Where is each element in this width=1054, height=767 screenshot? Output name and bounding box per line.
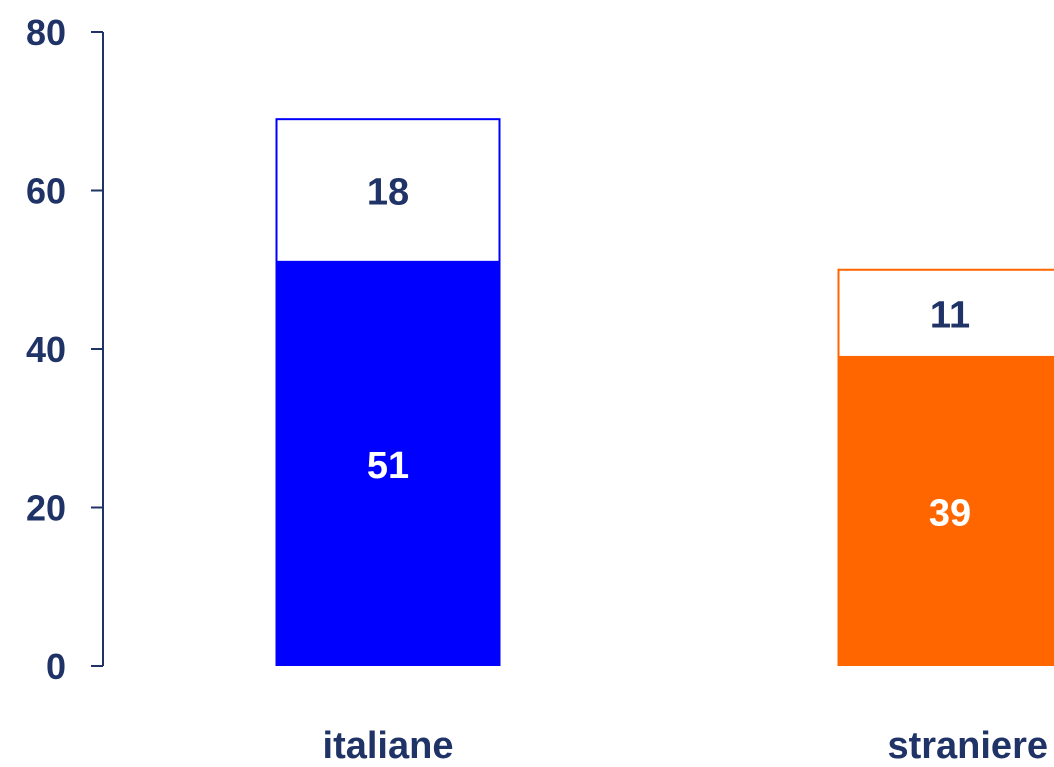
data-label-italiane-lower: 51 [367, 445, 409, 487]
y-axis: 0 20 40 60 80 [26, 12, 104, 687]
x-axis-labels: italiane straniere [323, 725, 1048, 767]
bar-segment-straniere-lower [837, 356, 1054, 666]
bar-segment-straniere-upper [837, 268, 1054, 358]
y-tick-label: 60 [26, 171, 66, 212]
y-tick-label: 80 [26, 12, 66, 53]
category-label-straniere: straniere [887, 725, 1048, 767]
y-tick-label: 20 [26, 488, 66, 529]
y-tick-label: 40 [26, 329, 66, 370]
data-label-straniere-upper: 11 [930, 294, 970, 336]
y-tick-label: 0 [46, 646, 66, 687]
data-label-italiane-upper: 18 [367, 172, 409, 214]
bar-segment-italiane-lower [275, 261, 501, 666]
bars: 51 18 39 11 [275, 118, 1054, 666]
category-label-italiane: italiane [323, 725, 454, 767]
data-label-straniere-lower: 39 [929, 492, 971, 534]
bar-segment-italiane-upper [275, 118, 501, 263]
